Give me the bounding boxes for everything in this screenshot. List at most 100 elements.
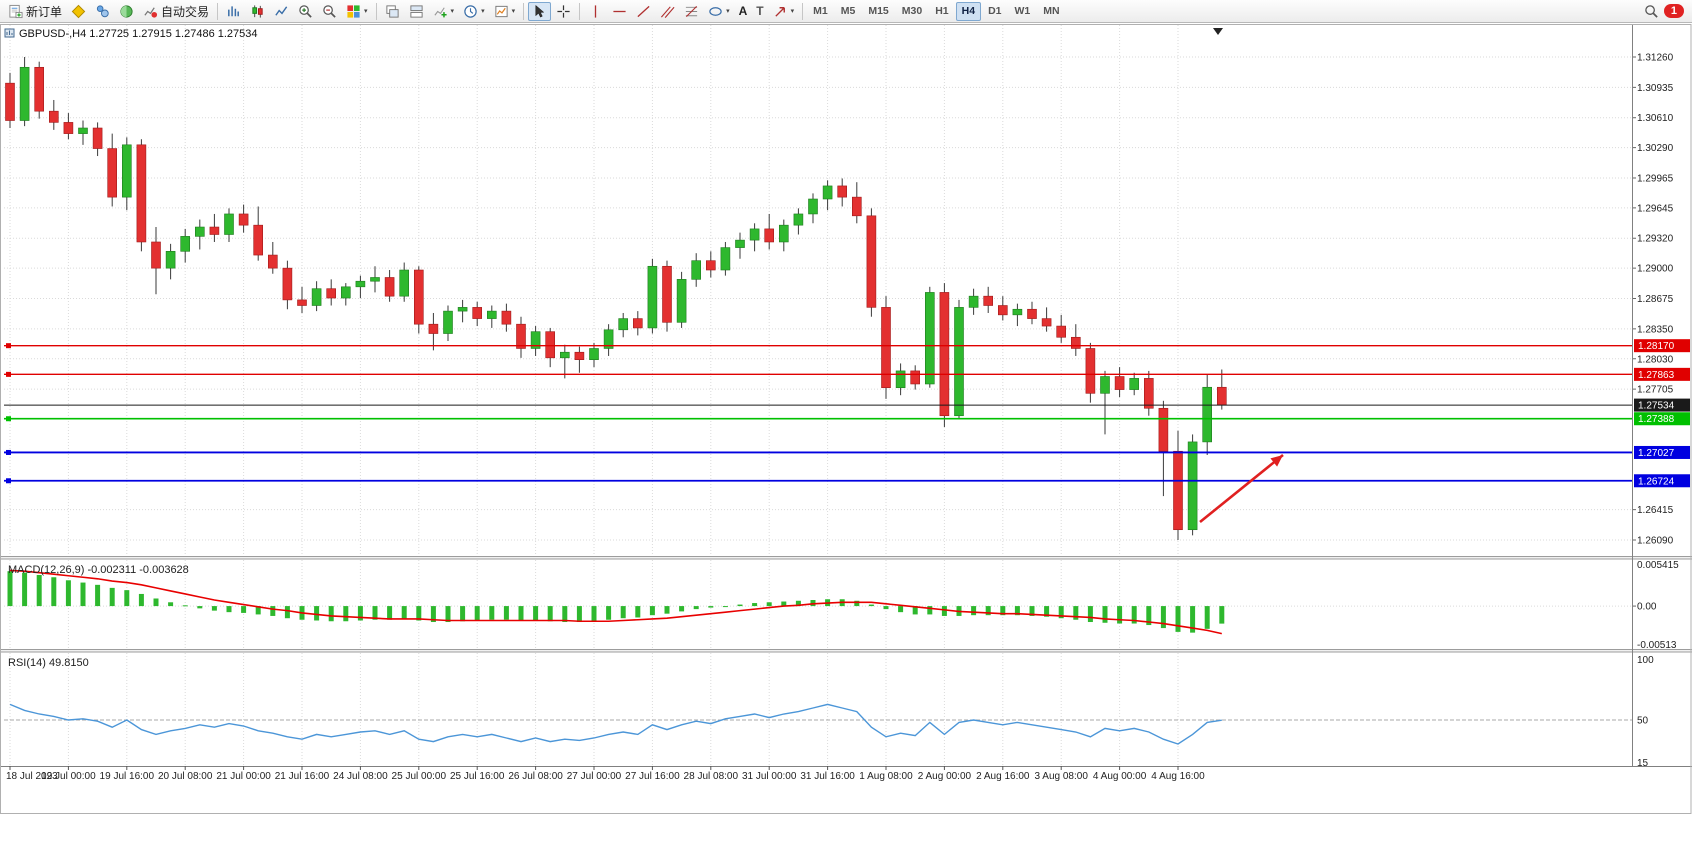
candle-body: [1173, 450, 1183, 531]
candle-body: [662, 265, 672, 323]
macd-histogram-bar: [664, 606, 670, 614]
search-button[interactable]: [1640, 2, 1663, 21]
candle-body: [267, 254, 278, 269]
text-tool-icon: A: [738, 4, 748, 18]
macd-histogram-bar: [284, 606, 290, 619]
timeframe-button-m1[interactable]: M1: [807, 2, 834, 21]
vertical-line-tool-button[interactable]: [584, 2, 607, 21]
bar-chart-button[interactable]: [222, 2, 245, 21]
chart-canvas[interactable]: 1.31260 1.30935 1.30610 1.30290 1.29965 1.296…: [0, 24, 1692, 851]
macd-histogram-bar: [372, 606, 378, 620]
macd-histogram-bar: [1029, 606, 1035, 616]
candle-body: [705, 260, 716, 271]
candle-body: [735, 239, 745, 248]
dropdown-caret-icon: ▾: [726, 7, 730, 15]
chart-shift-marker[interactable]: [1213, 28, 1223, 35]
templates-button[interactable]: ▾: [490, 2, 520, 21]
time-axis-label: 3 Aug 08:00: [1035, 771, 1089, 782]
candle-body: [224, 213, 234, 235]
timeframe-button-h4[interactable]: H4: [955, 1, 982, 21]
notification-badge[interactable]: 1: [1663, 4, 1684, 18]
price-badge: [1634, 445, 1690, 459]
time-axis-label: 25 Jul 00:00: [392, 771, 447, 782]
macd-histogram-bar: [1204, 606, 1210, 629]
time-axis-label: 28 Jul 08:00: [684, 771, 739, 782]
timeframe-button-mn[interactable]: MN: [1037, 2, 1065, 21]
crosshair-button[interactable]: [552, 2, 575, 21]
candlestick-chart-button[interactable]: [246, 2, 269, 21]
tile-horizontal-button[interactable]: [405, 2, 428, 21]
zoom-in-icon: [299, 4, 312, 18]
hline-handle[interactable]: [6, 449, 11, 455]
candle-body: [165, 251, 176, 269]
horizontal-line-tool-button[interactable]: [608, 2, 631, 21]
fibonacci-tool-button[interactable]: [680, 2, 703, 21]
arrow-tool-button[interactable]: ▾: [769, 2, 799, 21]
navigator-button[interactable]: [115, 2, 138, 21]
price-badge-label: 1.26724: [1638, 476, 1675, 487]
candle-body: [603, 329, 614, 349]
shapes-tool-button[interactable]: ▾: [704, 2, 734, 21]
candle-body: [136, 144, 147, 243]
dropdown-caret-icon: ▾: [511, 7, 516, 15]
candle-body: [516, 323, 526, 349]
timeframe-button-m15[interactable]: M15: [862, 2, 894, 21]
timeframe-button-h1[interactable]: H1: [929, 2, 954, 21]
macd-histogram-bar: [898, 606, 904, 613]
navigator-icon: [120, 4, 133, 18]
timeframe-button-m30[interactable]: M30: [896, 2, 928, 21]
cursor-button[interactable]: [528, 1, 552, 21]
candle-body: [822, 185, 833, 200]
timeframe-button-m5[interactable]: M5: [835, 2, 862, 21]
macd-histogram-bar: [576, 606, 582, 623]
hlines-layer: [4, 343, 1632, 484]
macd-histogram-bar: [474, 606, 480, 621]
timeframe-button-w1[interactable]: W1: [1009, 2, 1037, 21]
new-order-button[interactable]: 新订单: [4, 2, 66, 21]
trendline-tool-button[interactable]: [632, 2, 655, 21]
time-axis-label: 4 Aug 16:00: [1151, 771, 1205, 782]
hline-handle[interactable]: [6, 343, 11, 349]
hline-handle[interactable]: [6, 416, 11, 422]
candle-body: [92, 127, 103, 149]
price-axis-label: 1.30935: [1637, 83, 1674, 94]
time-axis-label: 21 Jul 00:00: [216, 771, 271, 782]
label-tool-button[interactable]: T: [752, 2, 767, 21]
zoom-out-button[interactable]: [318, 2, 341, 21]
market-watch-button[interactable]: [91, 2, 114, 21]
chart-title-group: [4, 28, 15, 38]
toolbar-separator: [217, 2, 219, 20]
macd-histogram-bar: [1117, 606, 1123, 624]
timeframe-button-d1[interactable]: D1: [982, 2, 1007, 21]
zoom-in-button[interactable]: [294, 2, 317, 21]
panel-separator[interactable]: [0, 649, 1692, 652]
arrow-annotation[interactable]: [1199, 453, 1284, 524]
cascade-windows-button[interactable]: [381, 2, 404, 21]
candle-body: [311, 288, 322, 306]
line-chart-button[interactable]: [270, 2, 293, 21]
candle-body: [997, 305, 1008, 316]
price-axis-label: 1.29000: [1637, 264, 1674, 275]
periods-button[interactable]: ▾: [459, 2, 489, 21]
macd-histogram-bar: [430, 606, 436, 623]
candles-layer: [5, 57, 1227, 540]
channel-tool-button[interactable]: [656, 2, 679, 21]
tile-windows-button[interactable]: ▾: [342, 2, 372, 21]
hline-handle[interactable]: [6, 371, 11, 377]
time-axis-label: 27 Jul 00:00: [567, 771, 622, 782]
auto-trading-button[interactable]: 自动交易: [139, 2, 213, 21]
indicators-button[interactable]: ▾: [429, 2, 459, 21]
macd-histogram-bar: [7, 571, 13, 607]
price-axis-label: 1.29965: [1637, 173, 1674, 184]
panel-separator[interactable]: [0, 556, 1692, 559]
rsi-title: RSI(14) 49.8150: [8, 657, 89, 669]
text-tool-button[interactable]: A: [735, 2, 752, 21]
trendline-icon: [637, 5, 650, 17]
candle-body: [764, 228, 775, 243]
macd-histogram-bar: [693, 606, 699, 610]
candle-body: [954, 307, 964, 417]
hline-handle[interactable]: [6, 478, 11, 484]
time-axis-label: 20 Jul 08:00: [158, 771, 213, 782]
quotes-button[interactable]: [67, 2, 90, 21]
